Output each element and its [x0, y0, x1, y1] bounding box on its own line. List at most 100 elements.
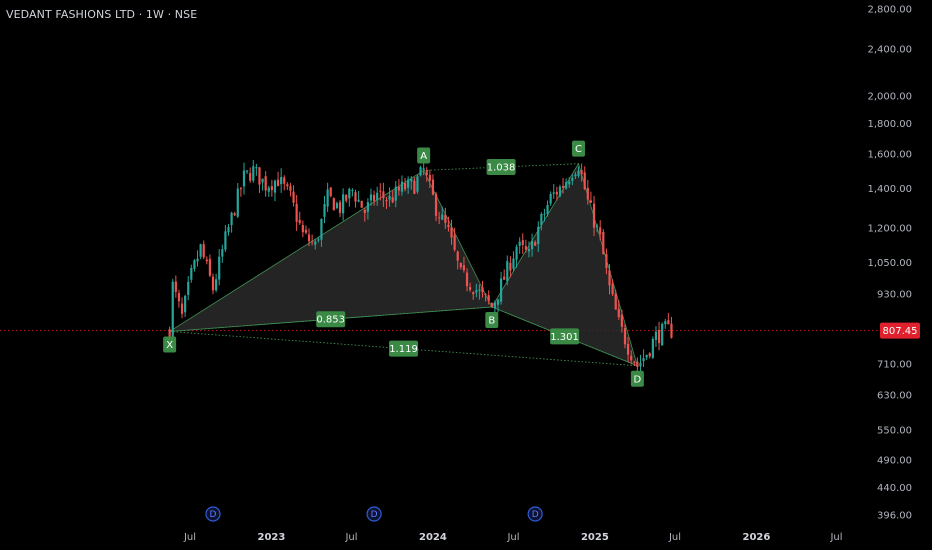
x-tick-label: Jul — [344, 532, 357, 543]
candle-body — [589, 200, 593, 203]
dividend-marker-label: D — [371, 510, 378, 520]
candle-body — [236, 188, 239, 217]
candle-body — [249, 173, 252, 181]
candle-body — [475, 290, 478, 293]
pattern-point-marker — [485, 311, 499, 328]
candle-body — [509, 262, 512, 271]
candle-body — [413, 180, 416, 194]
candle-body — [298, 219, 301, 224]
dividend-marker[interactable] — [527, 506, 543, 522]
candle-body — [537, 226, 540, 245]
x-tick-label: Jul — [668, 532, 681, 543]
candle-body — [571, 177, 574, 181]
y-tick-label: 440.00 — [877, 483, 912, 494]
candle-body — [555, 191, 558, 195]
x-tick-label: Jul — [506, 532, 519, 543]
y-tick-label: 1,200.00 — [867, 224, 912, 235]
candle-body — [202, 244, 205, 258]
ratio-label-bg — [316, 311, 346, 328]
candle-body — [583, 172, 586, 190]
candle-body — [478, 289, 481, 291]
candle-body — [617, 308, 620, 318]
candle-body — [407, 179, 410, 188]
candle-body — [642, 358, 645, 362]
candle-body — [280, 177, 283, 185]
candle-body — [184, 295, 187, 313]
candle-body — [394, 186, 397, 201]
candle-body — [518, 241, 521, 246]
dividend-marker-label: D — [532, 510, 539, 520]
candle-body — [574, 174, 577, 177]
y-tick-label: 2,000.00 — [867, 92, 912, 103]
dividend-marker[interactable] — [205, 506, 221, 522]
candle-body — [450, 227, 453, 238]
candle-body — [199, 244, 202, 257]
candle-body — [410, 178, 413, 182]
pattern-point-label: A — [420, 151, 427, 162]
candle-body — [314, 241, 317, 245]
candle-body — [453, 235, 456, 250]
candle-body — [456, 251, 459, 261]
candle-body — [354, 192, 357, 202]
candle-body — [425, 170, 428, 176]
candle-body — [493, 302, 496, 308]
candle-body — [645, 354, 648, 358]
candle-body — [196, 258, 199, 262]
candle-body — [620, 314, 623, 327]
candle-body — [211, 276, 215, 291]
candle-body — [506, 261, 509, 282]
candle-body — [215, 279, 218, 291]
candle-body — [233, 213, 236, 216]
candle-body — [348, 188, 351, 199]
candle-body — [292, 191, 295, 203]
candle-body — [193, 260, 196, 269]
candle-body — [565, 181, 568, 189]
current-price-badge — [880, 322, 920, 339]
candle-body — [623, 328, 627, 345]
candle-body — [540, 214, 543, 226]
candle-body — [487, 295, 490, 301]
candle-body — [385, 200, 388, 202]
candle-body — [400, 181, 404, 192]
candle-body — [639, 362, 642, 367]
ratio-label-bg — [389, 340, 419, 357]
candle-body — [586, 187, 589, 200]
candle-body — [264, 176, 267, 191]
candle-body — [376, 192, 379, 200]
candle-body — [351, 190, 354, 192]
candle-body — [651, 338, 654, 358]
candle-body — [667, 320, 670, 325]
candle-body — [177, 293, 181, 302]
candle-body — [648, 353, 651, 357]
candle-body — [357, 199, 360, 202]
ratio-label: 0.853 — [316, 315, 345, 326]
candle-body — [422, 168, 425, 170]
candle-body — [459, 263, 462, 268]
candle-body — [577, 170, 580, 176]
candle-body — [462, 265, 466, 271]
candle-body — [304, 229, 308, 233]
candle-body — [636, 361, 639, 368]
candle-body — [239, 188, 242, 190]
y-tick-label: 2,400.00 — [867, 44, 912, 55]
candle-body — [301, 224, 304, 233]
candle-body — [416, 176, 419, 192]
candle-body — [611, 284, 614, 295]
candle-body — [261, 178, 264, 183]
x-tick-label: Jul — [829, 532, 842, 543]
pattern-point-label: C — [575, 144, 582, 155]
candle-body — [552, 192, 555, 194]
dividend-marker[interactable] — [366, 506, 382, 522]
chart-title: VEDANT FASHIONS LTD · 1W · NSE — [6, 8, 198, 21]
candle-body — [546, 205, 549, 215]
candle-body — [549, 194, 552, 204]
candle-body — [664, 321, 667, 325]
candle-body — [521, 240, 524, 246]
candle-body — [657, 329, 661, 344]
candle-body — [379, 190, 382, 192]
candle-body — [366, 202, 369, 212]
candle-body — [484, 293, 487, 295]
candle-body — [360, 200, 363, 208]
candle-body — [438, 217, 441, 219]
